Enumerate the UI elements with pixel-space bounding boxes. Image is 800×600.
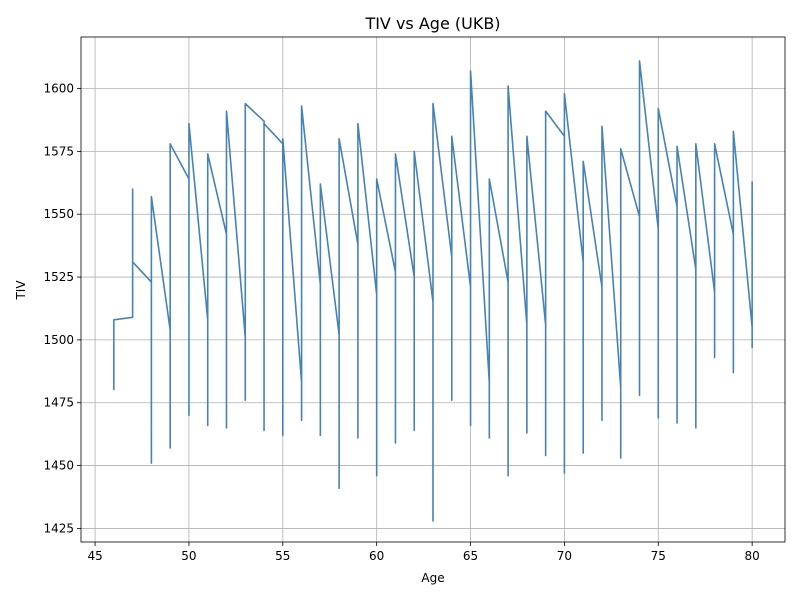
y-tick-label: 1550 bbox=[43, 207, 74, 221]
y-tick-label: 1425 bbox=[43, 521, 74, 535]
x-tick-label: 65 bbox=[463, 549, 478, 563]
chart-title: TIV vs Age (UKB) bbox=[364, 14, 500, 33]
x-axis-label: Age bbox=[421, 571, 444, 585]
y-axis-ticks: 1425 1450 1475 1500 1525 1550 1575 1600 bbox=[43, 82, 81, 535]
data-series bbox=[113, 60, 753, 522]
x-axis-ticks: 45 50 55 60 65 70 75 80 bbox=[87, 542, 760, 563]
y-tick-label: 1475 bbox=[43, 396, 74, 410]
y-tick-label: 1525 bbox=[43, 270, 74, 284]
x-tick-label: 60 bbox=[369, 549, 384, 563]
tiv-series-line bbox=[113, 60, 753, 522]
plot-area-frame bbox=[80, 36, 786, 543]
y-tick-label: 1450 bbox=[43, 459, 74, 473]
y-tick-label: 1500 bbox=[43, 333, 74, 347]
y-tick-label: 1575 bbox=[43, 144, 74, 158]
x-tick-label: 75 bbox=[651, 549, 666, 563]
y-tick-label: 1600 bbox=[43, 82, 74, 96]
x-tick-label: 45 bbox=[87, 549, 102, 563]
y-axis-label: TIV bbox=[14, 280, 28, 301]
x-tick-label: 80 bbox=[745, 549, 760, 563]
x-tick-label: 70 bbox=[557, 549, 572, 563]
x-tick-label: 55 bbox=[275, 549, 290, 563]
x-tick-label: 50 bbox=[181, 549, 196, 563]
